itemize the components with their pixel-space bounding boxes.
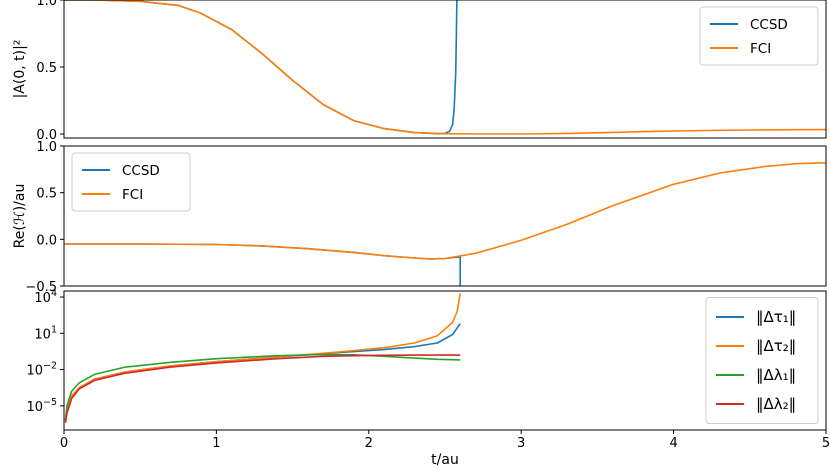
legend-label: FCI [122, 187, 143, 203]
legend-label: CCSD [750, 17, 788, 33]
series-group [64, 0, 826, 135]
series-line-1 [64, 0, 458, 135]
y-tick-label: 104 [34, 288, 57, 306]
legend-label: CCSD [122, 163, 160, 179]
series-group [64, 293, 461, 423]
y-tick-label: 1.0 [36, 0, 57, 9]
y-tick-label: 1.0 [36, 140, 57, 155]
legend-label: ‖Δτ₂‖ [756, 337, 796, 355]
series-line-1 [64, 243, 462, 286]
x-tick-label: 2 [365, 436, 373, 451]
legend-label: ‖Δτ₁‖ [756, 308, 796, 326]
legend: CCSD FCI [71, 152, 191, 212]
y-tick-label: 0.0 [36, 128, 57, 143]
y-axis-label: |A(0, t)|² [12, 40, 28, 99]
panel-2: −0.5 0.0 0.5 1.0 Re(ℋ)/au CCSD FCI [12, 140, 827, 295]
legend-label: ‖Δλ₁‖ [756, 366, 796, 384]
series-group [64, 162, 826, 286]
y-tick-label: 0.5 [36, 187, 57, 202]
x-tick-label: 5 [822, 436, 830, 451]
plot-frame [63, 145, 827, 287]
y-tick-label: 10−5 [26, 397, 57, 415]
series-line-2 [64, 293, 461, 421]
legend: CCSD FCI [699, 6, 819, 66]
x-tick-label: 0 [60, 436, 68, 451]
y-tick-label: −0.5 [25, 280, 57, 295]
x-axis-label: t/au [431, 452, 459, 468]
y-tick-label: 10−2 [26, 361, 57, 379]
legend: ‖Δτ₁‖ ‖Δτ₂‖ ‖Δλ₁‖ ‖Δλ₂‖ [705, 297, 819, 424]
x-tick-label: 4 [669, 436, 677, 451]
panel-1: 0.0 0.5 1.0 |A(0, t)|² CCSD FCI [12, 0, 827, 143]
series-line-2 [64, 162, 826, 260]
plot-frame [63, 290, 827, 431]
series-line-4 [64, 354, 461, 423]
y-tick-label: 0.0 [36, 233, 57, 248]
y-tick-label: 0.5 [36, 61, 57, 76]
legend-box [71, 152, 191, 212]
series-line-2 [64, 0, 826, 135]
y-tick-label: 101 [34, 324, 57, 342]
plot-frame [63, 0, 827, 139]
panel-3: 10−5 10−2 101 104 0 1 2 3 4 5 ‖Δτ₁‖ ‖Δτ₂‖ ‖Δλ₁‖ ‖Δλ₂‖ [26, 288, 830, 451]
legend-box [705, 297, 819, 424]
x-tick-label: 3 [517, 436, 525, 451]
legend-label: ‖Δλ₂‖ [756, 395, 796, 413]
x-tick-label: 1 [212, 436, 220, 451]
legend-box [699, 6, 819, 66]
y-axis-label: Re(ℋ)/au [12, 184, 28, 249]
series-line-3 [64, 353, 461, 421]
legend-label: FCI [750, 41, 771, 57]
